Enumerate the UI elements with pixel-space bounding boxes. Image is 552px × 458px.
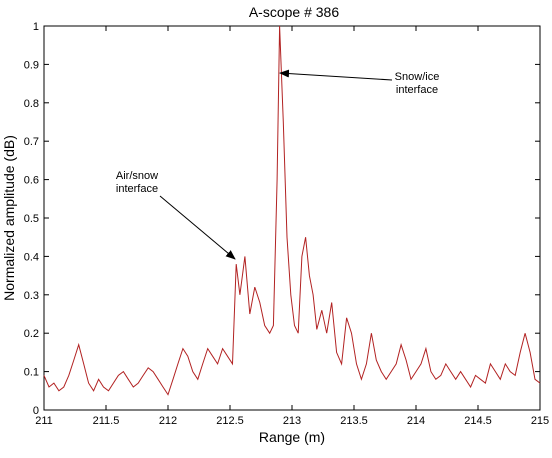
- x-tick-label: 213.5: [340, 415, 368, 427]
- plot-area: [43, 25, 541, 411]
- x-axis-ticks: 211 211.5 212 212.5 213 213.5 214 214.5 215: [35, 26, 549, 427]
- y-axis-ticks: 0 0.1 0.2 0.3 0.4 0.5 0.6 0.7 0.8 0.9 1: [24, 21, 540, 417]
- annotation-arrow: [159, 195, 236, 260]
- y-tick-label: 0.1: [24, 367, 39, 379]
- x-tick-label: 214.5: [464, 415, 492, 427]
- y-tick-label: 0.8: [24, 98, 39, 110]
- annotation-label: Snow/ice interface: [395, 71, 440, 96]
- series-line: [43, 25, 541, 396]
- y-axis-label: Normalized amplitude (dB): [1, 135, 17, 301]
- x-tick-label: 215: [531, 415, 549, 427]
- y-tick-label: 0.3: [24, 290, 39, 302]
- chart-title: A-scope # 386: [249, 4, 339, 20]
- y-tick-label: 0.6: [24, 175, 39, 187]
- y-tick-label: 0.2: [24, 328, 39, 340]
- y-tick-label: 1: [33, 21, 39, 33]
- x-tick-label: 213: [283, 415, 301, 427]
- x-tick-label: 211: [35, 415, 53, 427]
- x-tick-label: 214: [407, 415, 425, 427]
- x-tick-label: 212.5: [216, 415, 244, 427]
- annotation-arrow: [279, 69, 393, 81]
- annotations: Snow/ice interface Air/snow interface: [116, 69, 440, 260]
- y-tick-label: 0: [33, 405, 39, 417]
- y-tick-label: 0.9: [24, 59, 39, 71]
- y-tick-label: 0.7: [24, 136, 39, 148]
- y-tick-label: 0.4: [24, 251, 39, 263]
- annotation-label: Air/snow interface: [116, 170, 158, 195]
- x-axis-label: Range (m): [259, 429, 325, 445]
- x-tick-label: 211.5: [93, 415, 120, 427]
- x-tick-label: 212: [159, 415, 177, 427]
- y-tick-label: 0.5: [24, 213, 39, 225]
